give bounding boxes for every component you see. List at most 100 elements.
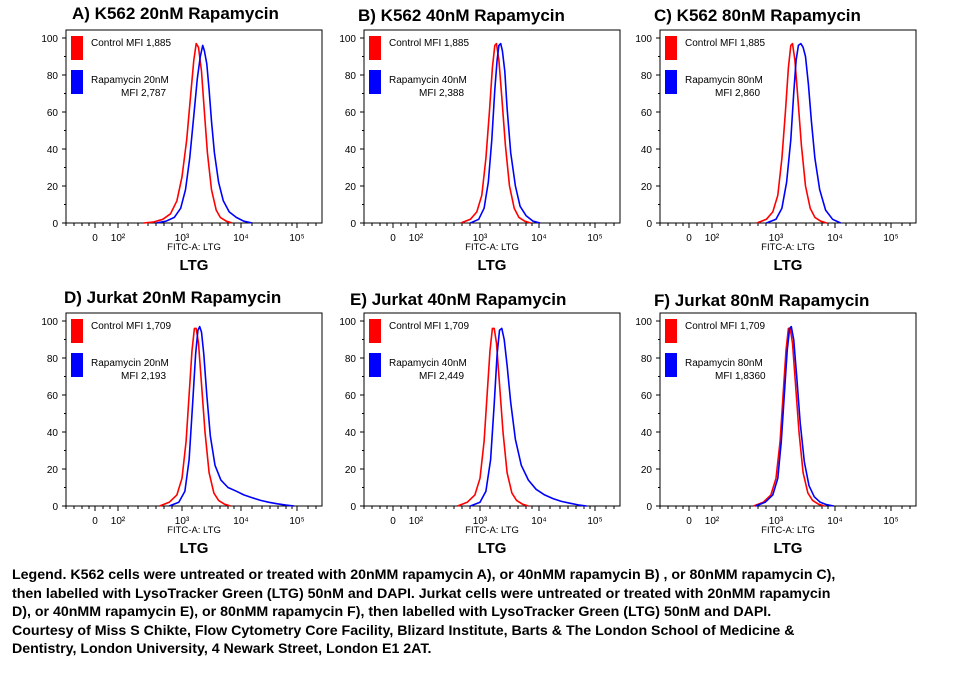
y-tick-label: 0 <box>646 502 652 513</box>
y-tick-label: 60 <box>641 108 653 119</box>
histogram-svg: 0 20 40 60 80 100 0 10² 10³ 10⁴ 10⁵ FITC-A: LTG LTG C… <box>41 29 323 274</box>
y-tick-label: 100 <box>635 34 652 45</box>
x-axis-title: LTG <box>478 540 507 557</box>
histogram-panel-1: A) K562 20nM Rapamycin 0 20 40 60 80 100 0 10² 10… <box>0 0 323 280</box>
x-tick-label: 10² <box>409 516 424 527</box>
x-tick-label: 0 <box>390 516 396 527</box>
legend-label: Control MFI 1,885 <box>91 38 171 49</box>
y-tick-label: 0 <box>350 502 356 513</box>
x-axis-title: LTG <box>180 540 209 557</box>
x-tick-label: 10² <box>705 516 720 527</box>
caption-line-1: Legend. K562 cells were untreated or tre… <box>12 567 836 583</box>
y-tick-label: 100 <box>339 317 356 328</box>
control-histogram-curve <box>143 42 233 224</box>
rapamycin-legend-swatch <box>71 353 83 377</box>
legend-label: Rapamycin 40nM <box>389 75 467 86</box>
x-tick-label: 0 <box>92 516 98 527</box>
x-tick-label: 10⁵ <box>289 516 304 527</box>
legend-label: Rapamycin 20nM <box>91 358 169 369</box>
x-tick-label: 10³ <box>175 233 190 244</box>
control-histogram-curve <box>753 327 825 507</box>
plot-frame <box>659 29 917 224</box>
histogram-svg: 0 20 40 60 80 100 0 10² 10³ 10⁴ 10⁵ FITC-A: LTG LTG C… <box>41 312 323 557</box>
panel-title: E) Jurkat 40nM Rapamycin <box>350 290 567 309</box>
y-tick-label: 80 <box>641 71 653 82</box>
x-axis-label: FITC-A: LTG <box>465 242 519 253</box>
x-axis-title: LTG <box>478 257 507 274</box>
y-tick-label: 80 <box>47 71 59 82</box>
rapamycin-histogram-curve <box>470 42 541 224</box>
legend-mfi-label: MFI 2,449 <box>419 371 464 382</box>
x-axis-title: LTG <box>774 257 803 274</box>
control-histogram-curve <box>460 42 531 224</box>
x-tick-label: 10² <box>705 233 720 244</box>
rapamycin-histogram-curve <box>470 327 587 507</box>
y-tick-label: 80 <box>345 354 357 365</box>
rapamycin-legend-swatch <box>369 353 381 377</box>
panel-title: C) K562 80nM Rapamycin <box>654 6 861 25</box>
figure-legend-caption: Legend. K562 cells were untreated or tre… <box>12 566 958 659</box>
y-tick-label: 60 <box>47 108 59 119</box>
x-axis-label: FITC-A: LTG <box>761 525 815 536</box>
x-tick-label: 10² <box>111 233 126 244</box>
plot-frame <box>65 312 323 507</box>
y-tick-label: 60 <box>47 391 59 402</box>
x-tick-label: 10⁵ <box>289 233 304 244</box>
legend-label: Rapamycin 80nM <box>685 75 763 86</box>
rapamycin-histogram-curve <box>766 42 841 224</box>
y-tick-label: 20 <box>47 465 59 476</box>
plot-frame <box>363 312 621 507</box>
control-histogram-curve <box>457 327 529 507</box>
histogram-panel-3: C) K562 80nM Rapamycin 0 20 40 60 80 100 0 10² 10… <box>594 0 917 280</box>
x-axis-title: LTG <box>774 540 803 557</box>
x-tick-label: 0 <box>686 233 692 244</box>
x-axis-label: FITC-A: LTG <box>465 525 519 536</box>
rapamycin-legend-swatch <box>665 70 677 94</box>
legend-label: Control MFI 1,709 <box>91 321 171 332</box>
plot-frame <box>65 29 323 224</box>
histogram-panel-5: E) Jurkat 40nM Rapamycin 0 20 40 60 80 100 0 10²… <box>298 283 621 563</box>
panel-title: B) K562 40nM Rapamycin <box>358 6 565 25</box>
legend-mfi-label: MFI 2,860 <box>715 88 760 99</box>
y-tick-label: 0 <box>52 219 58 230</box>
control-legend-swatch <box>369 319 381 343</box>
x-tick-label: 10⁵ <box>587 516 602 527</box>
panel-title: D) Jurkat 20nM Rapamycin <box>64 288 282 307</box>
rapamycin-legend-swatch <box>71 70 83 94</box>
histogram-panel-2: B) K562 40nM Rapamycin 0 20 40 60 80 100 0 10² 10… <box>298 0 621 280</box>
y-tick-label: 100 <box>339 34 356 45</box>
plot-frame <box>363 29 621 224</box>
y-tick-label: 40 <box>47 145 59 156</box>
y-tick-label: 40 <box>641 428 653 439</box>
y-tick-label: 20 <box>47 182 59 193</box>
x-tick-label: 10⁴ <box>531 516 546 527</box>
y-tick-label: 40 <box>641 145 653 156</box>
rapamycin-histogram-curve <box>156 44 253 224</box>
control-legend-swatch <box>71 319 83 343</box>
rapamycin-legend-swatch <box>665 353 677 377</box>
caption-line-5: Dentistry, London University, 4 Newark S… <box>12 641 432 657</box>
legend-label: Rapamycin 80nM <box>685 358 763 369</box>
x-tick-label: 10² <box>111 516 126 527</box>
x-tick-label: 10³ <box>473 516 488 527</box>
panel-title: F) Jurkat 80nM Rapamycin <box>654 291 870 310</box>
legend-mfi-label: MFI 2,787 <box>121 88 166 99</box>
x-tick-label: 10⁴ <box>827 233 842 244</box>
control-histogram-curve <box>756 42 827 224</box>
rapamycin-histogram-curve <box>755 325 834 507</box>
y-tick-label: 100 <box>41 317 58 328</box>
x-tick-label: 10³ <box>175 516 190 527</box>
x-axis-label: FITC-A: LTG <box>761 242 815 253</box>
rapamycin-histogram-curve <box>168 325 295 507</box>
caption-line-4: Courtesy of Miss S Chikte, Flow Cytometr… <box>12 622 795 639</box>
control-legend-swatch <box>665 36 677 60</box>
histogram-panel-6: F) Jurkat 80nM Rapamycin 0 20 40 60 80 100 0 10²… <box>594 283 917 563</box>
y-tick-label: 100 <box>635 317 652 328</box>
x-tick-label: 0 <box>390 233 396 244</box>
histogram-svg: 0 20 40 60 80 100 0 10² 10³ 10⁴ 10⁵ FITC-A: LTG LTG C… <box>635 312 917 557</box>
x-tick-label: 10⁴ <box>233 233 248 244</box>
control-histogram-curve <box>159 327 231 507</box>
control-legend-swatch <box>665 319 677 343</box>
x-tick-label: 10⁵ <box>883 233 898 244</box>
y-tick-label: 40 <box>345 145 357 156</box>
